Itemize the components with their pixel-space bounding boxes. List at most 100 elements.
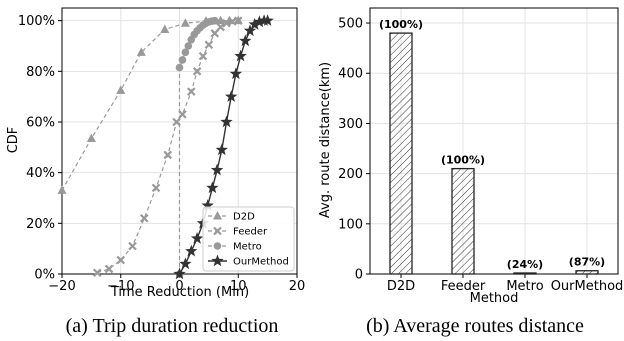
data-point-feeder xyxy=(128,241,137,251)
legend-marker-metro xyxy=(213,242,222,250)
data-point-ourmethod xyxy=(201,199,214,211)
data-point-d2d xyxy=(216,15,226,25)
data-point-metro xyxy=(178,56,187,64)
data-point-metro xyxy=(184,42,193,50)
data-point-ourmethod xyxy=(185,244,198,257)
cdf-y-axis-label: CDF xyxy=(6,127,21,154)
cdf-x-tick-label: −10 xyxy=(107,279,134,294)
data-point-ourmethod xyxy=(220,115,233,128)
data-point-d2d xyxy=(160,24,170,34)
cdf-y-tick-label: 0% xyxy=(34,268,55,283)
data-point-feeder xyxy=(151,183,161,193)
data-point-d2d xyxy=(57,185,67,194)
cdf-chart: −20 −10 0 10 20 0% 20% 40% 60% 80% 100% Time Reduc… xyxy=(6,7,305,337)
bar-y-axis-label: Avg. route distance(km) xyxy=(318,62,333,218)
cdf-y-tick-label: 40% xyxy=(26,166,55,181)
bar-data-label: (100%) xyxy=(441,154,485,167)
bar-data-label: (87%) xyxy=(569,256,605,269)
bar-ourmethod xyxy=(575,270,599,275)
legend-label-d2d: D2D xyxy=(233,212,255,223)
data-point-feeder xyxy=(233,16,243,25)
legend-label-feeder: Feeder xyxy=(233,227,268,238)
cdf-y-tick-label: 60% xyxy=(26,116,55,131)
cdf-x-tick-label: −20 xyxy=(48,279,75,294)
data-point-feeder xyxy=(178,110,187,119)
data-point-feeder xyxy=(186,87,196,96)
bar-d2d xyxy=(389,32,413,275)
legend-box xyxy=(202,206,295,272)
data-point-feeder xyxy=(204,40,214,50)
bar-feeder xyxy=(451,167,475,275)
data-point-feeder xyxy=(116,255,126,265)
data-point-ourmethod xyxy=(225,90,238,102)
series-line-d2d xyxy=(61,20,239,191)
bar-ticks: 0 100 200 300 400 500 D2D Feeder Metro OurMethod xyxy=(338,17,623,294)
bar-category-label: Feeder xyxy=(441,279,486,294)
bar-x-axis-label: Method xyxy=(470,291,519,306)
bar-metro xyxy=(513,272,537,275)
data-point-feeder xyxy=(198,51,208,61)
data-point-metro xyxy=(210,16,219,25)
data-point-ourmethod xyxy=(253,15,266,28)
data-point-ourmethod xyxy=(261,14,274,26)
legend-marker-ourmethod xyxy=(211,254,224,267)
data-point-ourmethod xyxy=(243,24,257,37)
data-point-feeder xyxy=(163,150,173,160)
data-point-ourmethod xyxy=(248,18,261,30)
cdf-x-axis-label: Time Reduction (Min) xyxy=(110,285,249,300)
data-point-feeder xyxy=(104,264,114,274)
data-point-feeder xyxy=(216,22,225,32)
legend-marker-feeder xyxy=(213,226,222,236)
data-point-feeder xyxy=(210,29,220,38)
data-point-ourmethod xyxy=(173,267,186,280)
data-point-d2d xyxy=(136,47,146,56)
cdf-x-tick-label: 20 xyxy=(289,279,306,294)
bar-y-tick-label: 500 xyxy=(338,17,363,32)
data-point-feeder xyxy=(92,268,102,278)
bar-y-tick-label: 100 xyxy=(338,217,363,232)
data-point-ourmethod xyxy=(234,49,247,62)
data-point-ourmethod xyxy=(179,257,192,270)
cdf-x-tick-label: 0 xyxy=(175,279,183,294)
data-point-d2d xyxy=(180,18,190,27)
legend-label-metro: Metro xyxy=(233,242,262,253)
data-point-d2d xyxy=(116,85,126,94)
bar-plot-frame xyxy=(369,7,619,275)
data-point-ourmethod xyxy=(210,163,224,176)
data-point-feeder xyxy=(139,213,149,223)
data-point-ourmethod xyxy=(229,67,243,80)
legend-marker-d2d xyxy=(213,211,222,220)
bar-y-tick-label: 0 xyxy=(355,268,363,283)
legend-label-ourmethod: OurMethod xyxy=(233,257,289,268)
data-point-ourmethod xyxy=(215,143,228,156)
cdf-x-tick-label: 10 xyxy=(230,279,247,294)
data-point-metro xyxy=(181,48,190,57)
data-point-feeder xyxy=(192,67,202,76)
data-point-d2d xyxy=(86,133,96,142)
bar-y-tick-label: 200 xyxy=(338,167,363,182)
cdf-y-tick-label: 20% xyxy=(26,217,55,232)
bar-series: (100%) (100%) (24%) (87%) xyxy=(379,18,605,275)
cdf-legend: D2D Feeder Metro OurMethod xyxy=(202,206,295,272)
bar-category-label: D2D xyxy=(387,279,415,294)
data-point-feeder xyxy=(222,18,231,28)
bar-category-label: Metro xyxy=(506,279,543,294)
bar-y-tick-label: 400 xyxy=(338,67,363,82)
cdf-caption: (a) Trip duration reduction xyxy=(66,315,279,337)
cdf-ticks: −20 −10 0 10 20 0% 20% 40% 60% 80% 100% xyxy=(18,14,305,294)
bar-y-tick-label: 300 xyxy=(338,117,363,132)
data-point-ourmethod xyxy=(206,181,219,194)
bar-caption: (b) Average routes distance xyxy=(366,315,584,337)
data-point-metro xyxy=(175,63,184,72)
data-point-feeder xyxy=(172,117,181,127)
bar-category-label: OurMethod xyxy=(551,279,624,294)
cdf-y-tick-label: 100% xyxy=(18,14,55,29)
data-point-ourmethod xyxy=(239,34,252,47)
bar-data-label: (24%) xyxy=(507,258,543,271)
cdf-series xyxy=(57,14,274,280)
data-point-ourmethod xyxy=(190,232,204,244)
cdf-y-tick-label: 80% xyxy=(26,65,55,80)
bar-data-label: (100%) xyxy=(379,18,423,31)
